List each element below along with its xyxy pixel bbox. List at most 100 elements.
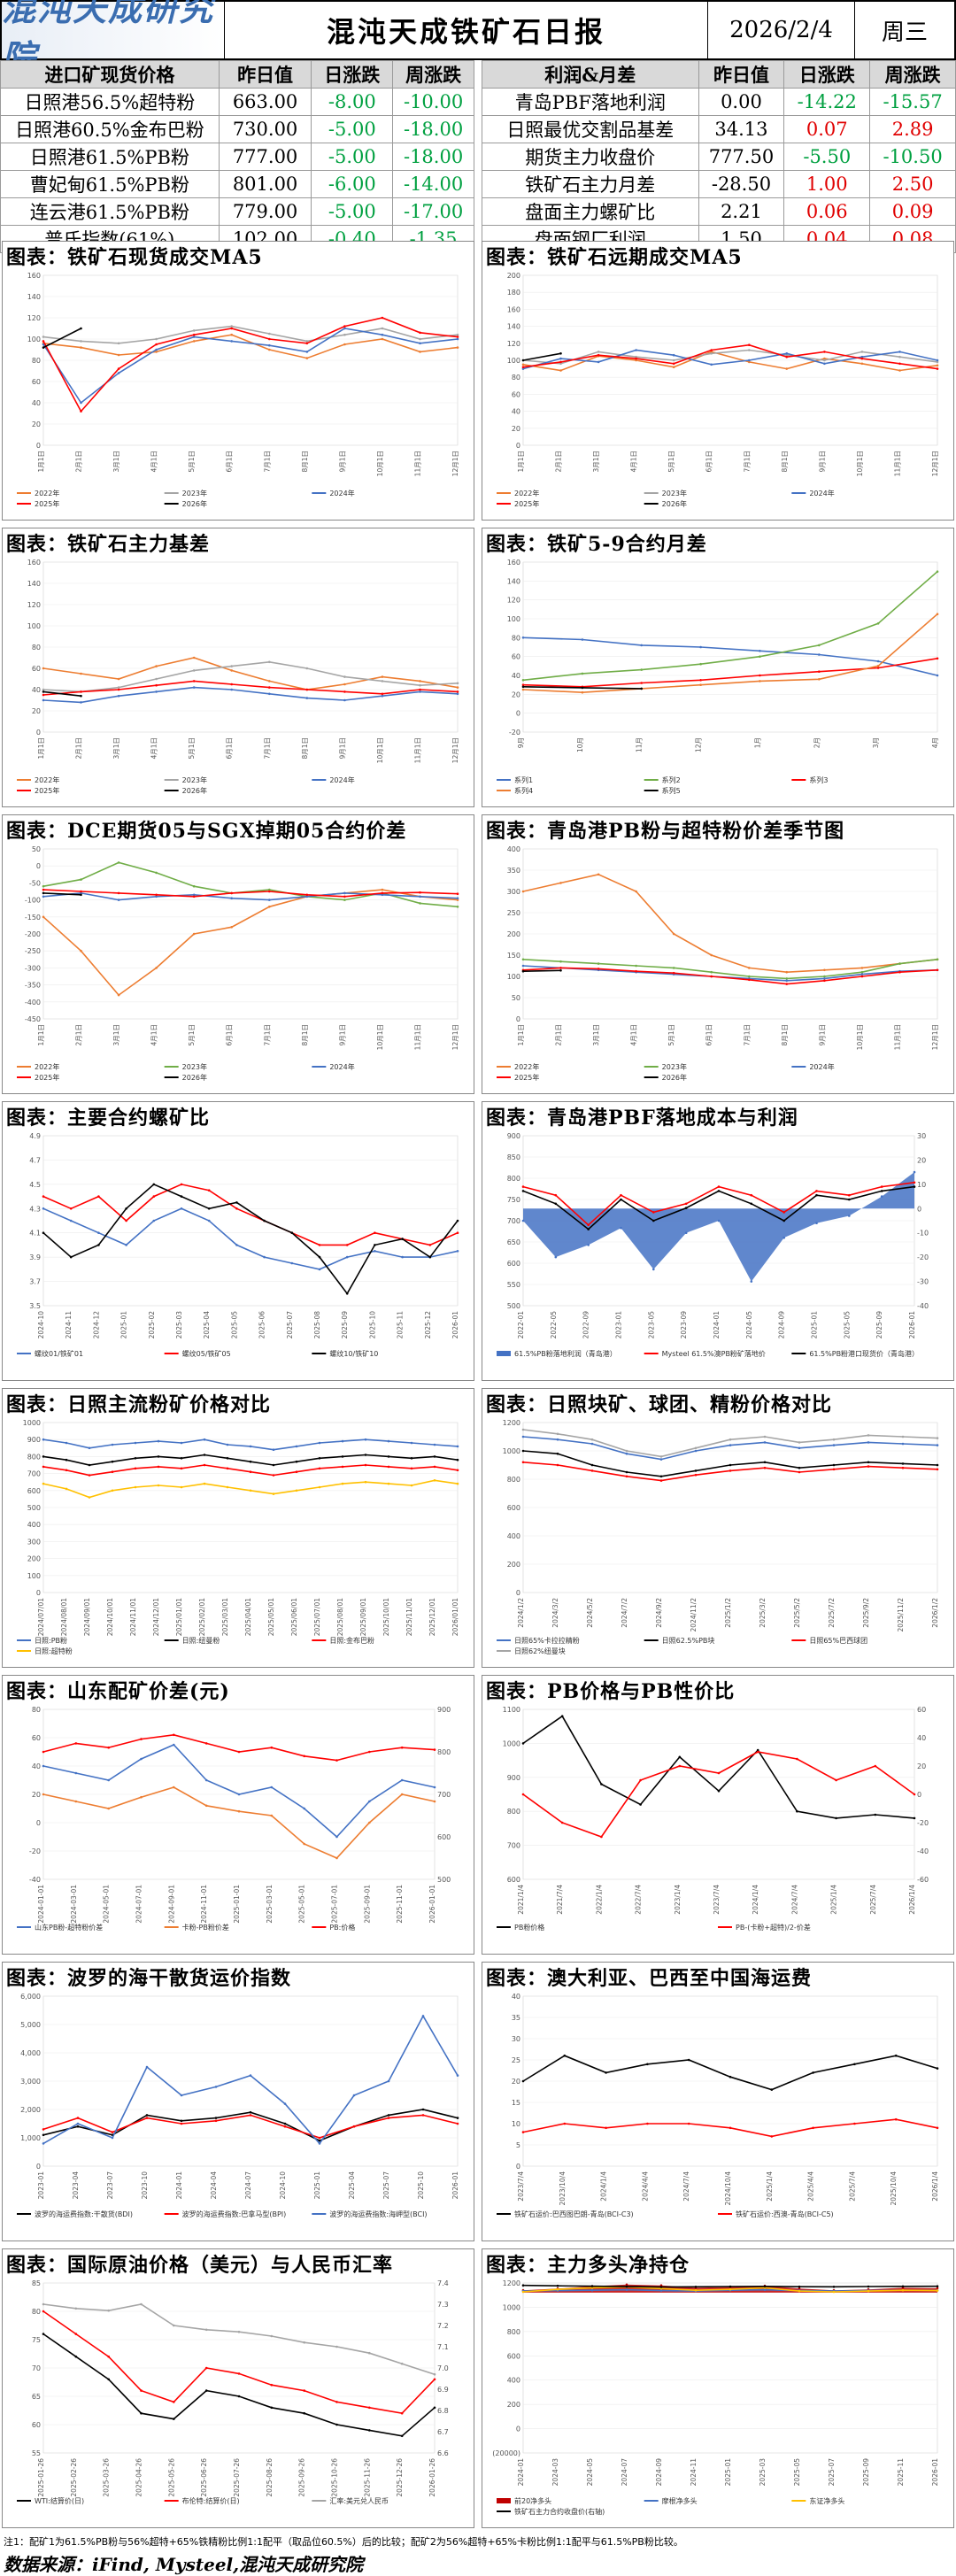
data-point xyxy=(433,1479,436,1482)
data-point xyxy=(687,2058,690,2062)
series-line xyxy=(42,2014,459,2145)
data-point xyxy=(554,1202,558,1206)
data-point xyxy=(587,1244,590,1246)
data-point xyxy=(750,1280,753,1283)
report-title: 混沌天成铁矿石日报 xyxy=(326,15,605,49)
data-point xyxy=(203,1454,206,1456)
x-tick-label: 2025-03 xyxy=(175,1311,183,1339)
plot-area xyxy=(522,2282,938,2454)
data-point xyxy=(230,327,233,330)
value-cell: 779.00 xyxy=(218,197,312,226)
legend-label: 2026年 xyxy=(182,499,207,508)
data-point xyxy=(230,897,233,899)
data-point xyxy=(180,2119,183,2123)
data-point xyxy=(152,1219,156,1222)
data-point xyxy=(207,1219,211,1222)
x-tick-label: 9月1日 xyxy=(818,451,826,473)
week-change-cell: 2.89 xyxy=(869,115,956,143)
chart-shandong-blend: -40 -20 0 20 40 60 80 500 600 700 800 900 2024-01-01… xyxy=(17,1706,451,1932)
data-point xyxy=(111,2136,114,2140)
x-tick-label: 4月1日 xyxy=(150,451,158,473)
legend-label: 铁矿石运价:西澳-青岛(BCI-C5) xyxy=(736,2210,834,2218)
data-point xyxy=(750,1193,753,1197)
data-point xyxy=(305,340,309,343)
x-tick-label: 2025/05/01 xyxy=(267,1598,275,1636)
data-point xyxy=(318,1485,321,1489)
value-cell: 777.00 xyxy=(218,143,312,171)
data-point xyxy=(180,1457,183,1460)
y-tick-label: 0 xyxy=(516,2426,520,2433)
data-point xyxy=(381,888,384,891)
data-point xyxy=(823,968,826,972)
data-point xyxy=(759,655,761,658)
x-tick-label: 2025/07/01 xyxy=(313,1598,321,1636)
data-point xyxy=(400,2362,404,2365)
data-point xyxy=(590,1463,594,1467)
y2-tick-label: 7.4 xyxy=(437,2279,449,2287)
data-point xyxy=(605,2071,607,2074)
data-point xyxy=(42,340,45,343)
data-point xyxy=(625,2283,628,2287)
data-point xyxy=(659,2284,663,2287)
y-tick-label: 80 xyxy=(32,357,41,365)
y-tick-label: 5 xyxy=(516,2141,520,2149)
data-point xyxy=(272,1492,275,1495)
legend-label: 2025年 xyxy=(35,1073,59,1082)
y-tick-label: 140 xyxy=(507,577,520,585)
legend-label: 日照:金布巴粉 xyxy=(329,1636,374,1645)
x-tick-label: 2023/7/4 xyxy=(713,1885,721,1915)
data-point xyxy=(364,1480,367,1484)
x-tick-label: 7月1日 xyxy=(263,451,271,473)
data-point xyxy=(237,1809,241,1813)
data-point xyxy=(913,1181,916,1184)
y-tick-label: 500 xyxy=(27,1504,41,1512)
y-tick-label: 50 xyxy=(512,994,520,1002)
data-point xyxy=(42,693,45,697)
data-point xyxy=(560,1715,564,1717)
chart-lump-pellet: 0 200 400 600 800 1000 1200 2024/1/2 2024/3/2 202… xyxy=(497,1419,939,1655)
week-change-cell: -18.00 xyxy=(392,143,474,171)
data-point xyxy=(563,2054,567,2057)
data-point xyxy=(672,353,675,357)
data-point xyxy=(597,962,600,965)
row-name-cell: 日照港60.5%金布巴粉 xyxy=(0,115,220,143)
legend-label: 日照62%纽曼块 xyxy=(514,1647,566,1655)
x-tick-label: 7月1日 xyxy=(743,1024,751,1046)
data-point xyxy=(785,367,789,370)
legend-label: 日照65%巴西球团 xyxy=(809,1636,867,1645)
x-tick-label: 7月1日 xyxy=(743,451,751,473)
table-header-cell: 昨日值 xyxy=(218,60,312,89)
data-point xyxy=(42,2133,45,2137)
legend-label: 螺纹05/铁矿05 xyxy=(182,1349,231,1358)
x-tick-label: 2023-07 xyxy=(106,2171,114,2200)
chart-title: 图表：青岛港PBF落地成本与利润 xyxy=(486,1107,798,1130)
plot-area xyxy=(522,1708,915,1880)
data-point xyxy=(521,359,525,362)
data-point xyxy=(625,1452,628,1455)
data-point xyxy=(341,1482,344,1485)
data-point xyxy=(936,674,939,677)
data-point xyxy=(203,1438,206,1441)
x-tick-label: 2024-04 xyxy=(210,2171,218,2200)
data-point xyxy=(381,680,384,683)
x-tick-label: 2024-07-01 xyxy=(135,1885,143,1924)
data-point xyxy=(318,1467,321,1470)
data-point xyxy=(874,1764,877,1768)
data-point xyxy=(729,1444,732,1446)
y-tick-label: 4.7 xyxy=(29,1156,41,1164)
data-point xyxy=(140,2302,143,2306)
data-point xyxy=(710,975,713,978)
chart-5-9-spread: -20 0 20 40 60 80 100 120 140 160 9月 10月 11月 12月 1月 2月 3… xyxy=(497,559,939,795)
y-tick-label: 40 xyxy=(512,1993,520,2001)
data-point xyxy=(343,333,346,336)
series-line xyxy=(522,636,938,676)
series-line xyxy=(42,680,459,696)
data-point xyxy=(456,337,459,341)
series-line xyxy=(42,1733,436,1762)
data-point xyxy=(620,1198,622,1201)
company-logo: 混沌天成研究院 xyxy=(2,0,225,77)
data-point xyxy=(140,2389,143,2392)
series-line xyxy=(42,657,459,690)
data-point xyxy=(901,1442,905,1446)
data-point xyxy=(343,891,346,895)
